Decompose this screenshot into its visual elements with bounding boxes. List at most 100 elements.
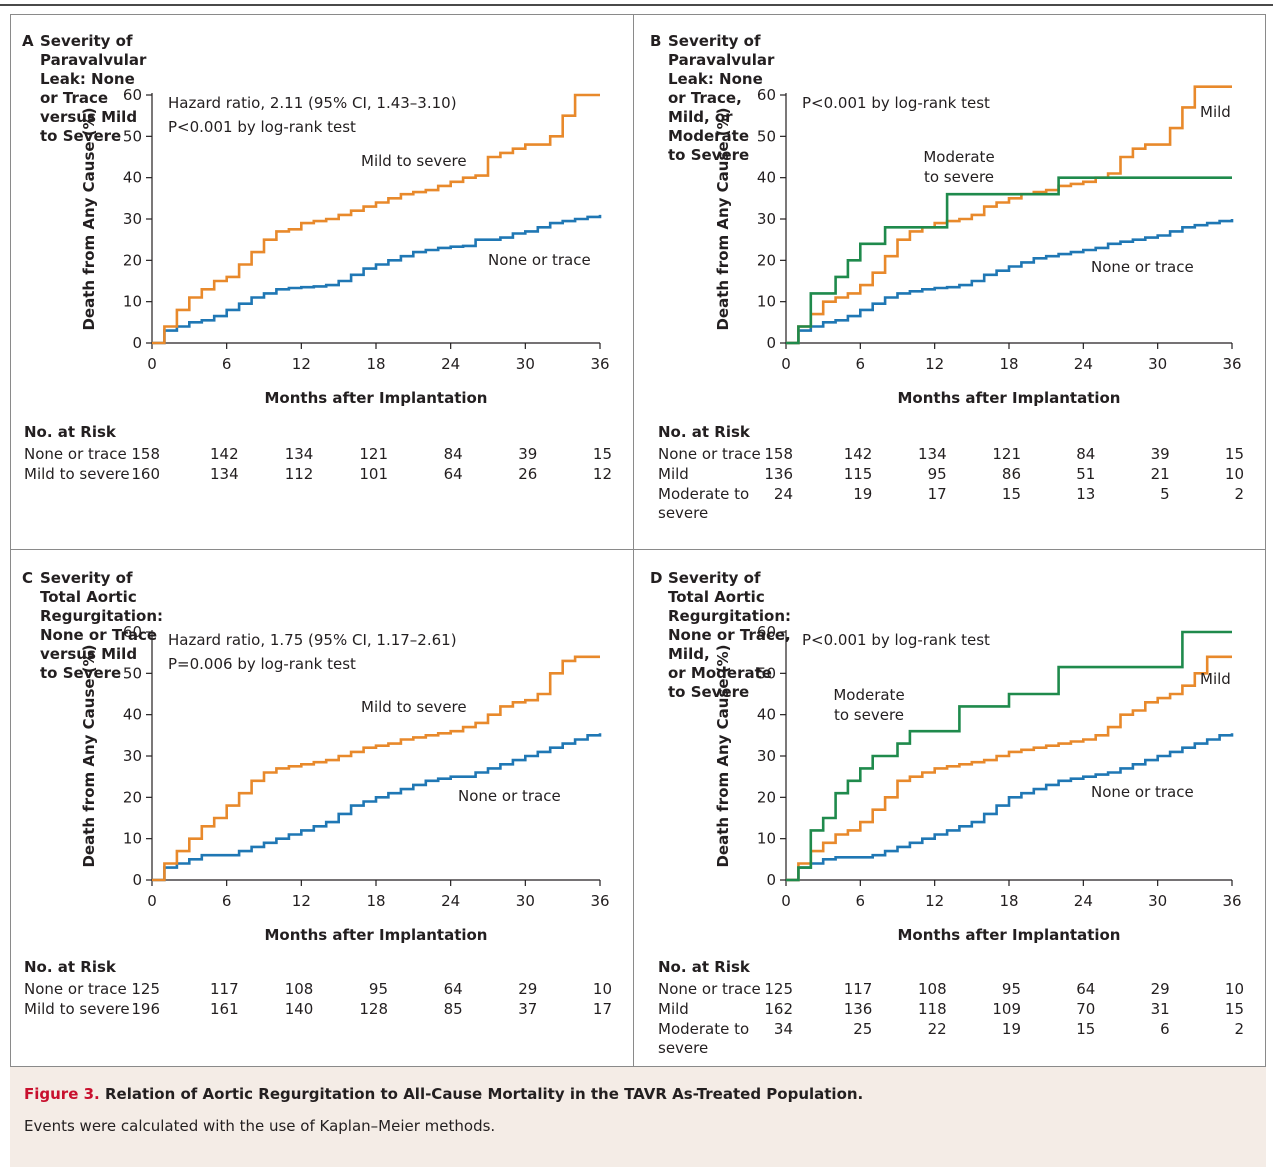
series-label-mild-to-severe: Mild to severe xyxy=(361,698,467,716)
horizontal-divider xyxy=(10,549,1266,550)
risk-count: 196 xyxy=(131,1000,160,1018)
risk-count: 142 xyxy=(844,445,873,463)
risk-count: 31 xyxy=(1151,1000,1170,1018)
x-tick-label: 18 xyxy=(366,355,385,373)
vertical-divider xyxy=(633,14,634,1066)
x-axis-label: Months after Implantation xyxy=(264,389,487,407)
risk-count: 108 xyxy=(918,980,947,998)
risk-count: 17 xyxy=(593,1000,612,1018)
panel-title-line: to Severe xyxy=(668,146,750,164)
x-axis-label: Months after Implantation xyxy=(264,926,487,944)
y-tick-label: 10 xyxy=(123,830,142,848)
x-tick-label: 12 xyxy=(925,355,944,373)
series-label-mild: Mild xyxy=(1200,103,1231,121)
x-tick-label: 18 xyxy=(999,892,1018,910)
series-line-none-or-trace xyxy=(786,219,1234,345)
chart-svg-d: 0 10 20 30 40 50 60 0 6 12 18 24 30 36 Months after Im… xyxy=(658,623,1244,1057)
chart-svg-c: 0 10 20 30 40 50 60 0 6 12 18 24 30 36 Months after Im… xyxy=(24,623,612,1018)
x-tick-label: 0 xyxy=(147,355,157,373)
y-tick-label: 20 xyxy=(123,251,142,269)
y-tick-label: 50 xyxy=(123,127,142,145)
x-tick-label: 6 xyxy=(856,355,866,373)
x-tick-label: 0 xyxy=(781,892,791,910)
risk-row-label: None or trace xyxy=(658,980,761,998)
risk-count: 24 xyxy=(774,485,793,503)
y-tick-label: 50 xyxy=(757,127,776,145)
risk-count: 95 xyxy=(928,465,947,483)
risk-count: 95 xyxy=(1002,980,1021,998)
panel-title-line: to Severe xyxy=(40,664,122,682)
panel-letter: B xyxy=(650,32,662,50)
risk-table-header: No. at Risk xyxy=(658,958,751,976)
series-label-none-or-trace: None or trace xyxy=(1091,783,1194,801)
panel-title-line: or Moderate to Severe xyxy=(668,664,772,701)
panel-title-line: Severity of Paravalvular Leak: None or T… xyxy=(668,32,775,145)
risk-count: 134 xyxy=(285,445,314,463)
y-axis-label: Death from Any Cause (%) xyxy=(80,107,98,330)
top-rule xyxy=(0,4,1273,6)
risk-count: 37 xyxy=(518,1000,537,1018)
risk-count: 51 xyxy=(1076,465,1095,483)
x-tick-label: 6 xyxy=(222,355,232,373)
risk-count: 10 xyxy=(1225,980,1244,998)
panel-letter: C xyxy=(22,569,34,587)
stats-text: P=0.006 by log-rank test xyxy=(168,655,356,673)
series-line-none-or-trace xyxy=(152,214,602,345)
y-tick-label: 60 xyxy=(123,623,142,641)
risk-count: 101 xyxy=(359,465,388,483)
y-axis-label: Death from Any Cause (%) xyxy=(714,107,732,330)
x-tick-label: 12 xyxy=(292,355,311,373)
risk-count: 2 xyxy=(1234,485,1244,503)
y-tick-label: 30 xyxy=(757,210,776,228)
series-line-none-or-trace xyxy=(786,733,1234,882)
risk-count: 29 xyxy=(1151,980,1170,998)
series-line-mild-to-severe xyxy=(152,655,600,882)
y-tick-label: 60 xyxy=(757,623,776,641)
risk-count: 19 xyxy=(1002,1020,1021,1038)
caption-rule xyxy=(10,1066,1266,1067)
risk-count: 17 xyxy=(928,485,947,503)
panel-d: D Severity of Total Aortic Regurgitation… xyxy=(634,550,1266,1066)
panel-letter: A xyxy=(22,32,34,50)
series-label-mild: Mild xyxy=(1200,670,1231,688)
y-tick-label: 30 xyxy=(123,747,142,765)
x-tick-label: 12 xyxy=(292,892,311,910)
risk-count: 12 xyxy=(593,465,612,483)
y-tick-label: 40 xyxy=(757,706,776,724)
figure-label: Figure 3. xyxy=(24,1085,100,1103)
panel-c: C Severity of Total Aortic Regurgitation… xyxy=(10,550,633,1066)
risk-count: 115 xyxy=(844,465,873,483)
risk-count: 125 xyxy=(764,980,793,998)
risk-row-label: Moderate to xyxy=(658,1020,749,1038)
x-tick-label: 12 xyxy=(925,892,944,910)
x-tick-label: 36 xyxy=(1222,355,1241,373)
risk-count: 117 xyxy=(210,980,239,998)
risk-count: 85 xyxy=(444,1000,463,1018)
y-tick-label: 30 xyxy=(757,747,776,765)
risk-count: 158 xyxy=(764,445,793,463)
risk-count: 34 xyxy=(774,1020,793,1038)
x-tick-label: 36 xyxy=(590,892,609,910)
x-tick-label: 0 xyxy=(781,355,791,373)
series-line-mild xyxy=(786,85,1232,345)
y-tick-label: 10 xyxy=(123,293,142,311)
risk-count: 142 xyxy=(210,445,239,463)
risk-row-label: Mild xyxy=(658,1000,689,1018)
risk-count: 19 xyxy=(853,485,872,503)
chart-svg-a: 0 10 20 30 40 50 60 0 6 12 18 24 30 36 Months after Im… xyxy=(24,86,612,483)
risk-count: 22 xyxy=(928,1020,947,1038)
panel-a: A Severity of Paravalvular Leak: None or… xyxy=(10,14,633,549)
y-tick-label: 20 xyxy=(123,788,142,806)
y-tick-label: 60 xyxy=(123,86,142,104)
risk-count: 6 xyxy=(1160,1020,1170,1038)
risk-count: 64 xyxy=(444,465,463,483)
risk-row-label: None or trace xyxy=(24,980,127,998)
risk-count: 121 xyxy=(992,445,1021,463)
risk-count: 117 xyxy=(844,980,873,998)
x-tick-label: 24 xyxy=(441,892,460,910)
panel-title-line: Severity of Total Aortic Regurgitation: … xyxy=(668,569,792,663)
x-axis-label: Months after Implantation xyxy=(897,389,1120,407)
risk-count: 10 xyxy=(593,980,612,998)
x-tick-label: 24 xyxy=(1074,355,1093,373)
